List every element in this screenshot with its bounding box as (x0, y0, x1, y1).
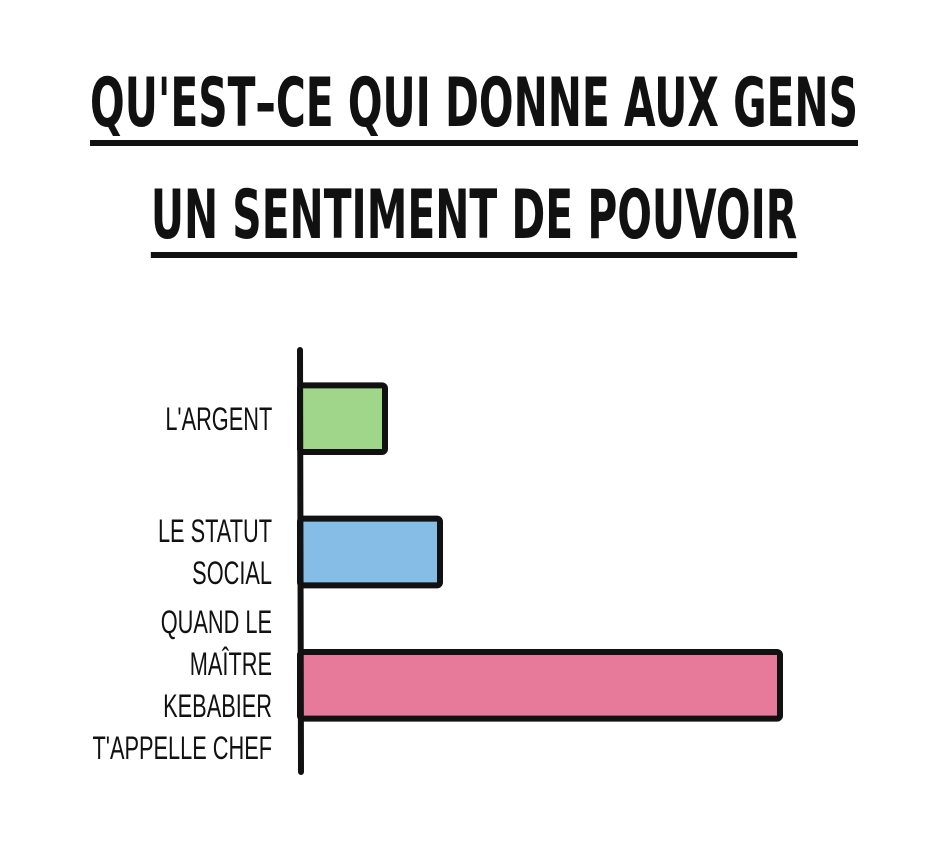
chart-title: QU'EST–CE QUI DONNE AUX GENS UN SENTIMEN… (24, 48, 924, 272)
category-label: L'ARGENT (165, 400, 272, 437)
y-axis (297, 347, 304, 775)
category-label: LE STATUT SOCIAL (157, 513, 272, 591)
bar (297, 515, 443, 589)
title-block: QU'EST–CE QUI DONNE AUX GENS UN SENTIMEN… (24, 48, 924, 272)
bar (297, 382, 388, 456)
category-label: QUAND LE MAÎTRE KEBABIER T'APPELLE CHEF (92, 604, 272, 767)
chart-title-text: QU'EST–CE QUI DONNE AUX GENS UN SENTIMEN… (90, 64, 858, 255)
bar (297, 649, 783, 722)
